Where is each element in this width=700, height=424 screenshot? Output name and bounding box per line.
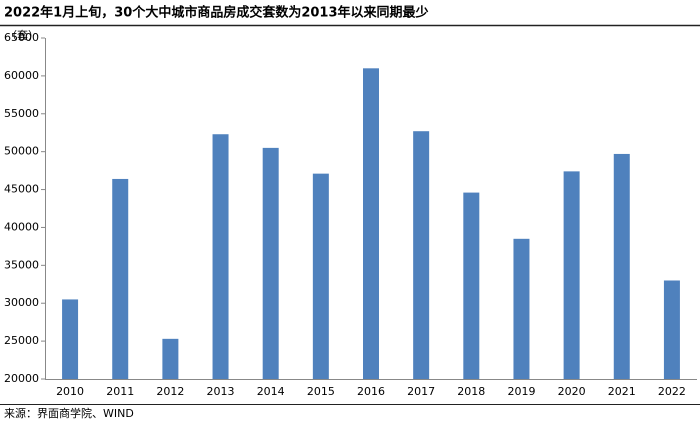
source-note: 来源：界面商学院、WIND [4,406,134,420]
x-tick-label: 2010 [56,385,84,398]
y-tick-label: 60000 [4,69,39,82]
x-tick-label: 2011 [106,385,134,398]
x-tick-label: 2012 [156,385,184,398]
x-tick-label: 2019 [507,385,535,398]
x-tick-label: 2015 [307,385,335,398]
y-tick-label: 30000 [4,296,39,309]
x-tick-label: 2022 [658,385,686,398]
x-tick-label: 2013 [207,385,235,398]
x-tick-label: 2014 [257,385,285,398]
bar [663,280,680,379]
bar [112,178,129,379]
y-tick-label: 45000 [4,183,39,196]
y-axis-unit: （套） [6,29,39,42]
bar [613,153,630,379]
bar [162,338,179,379]
y-tick-label: 55000 [4,107,39,120]
bar [413,131,430,379]
x-tick-label: 2018 [457,385,485,398]
bar [62,299,79,379]
chart-title: 2022年1月上旬，30个大中城市商品房成交套数为2013年以来同期最少 [4,5,429,21]
x-tick-label: 2020 [558,385,586,398]
x-tick-label: 2016 [357,385,385,398]
bar [513,238,530,379]
x-tick-label: 2021 [608,385,636,398]
x-tick-label: 2017 [407,385,435,398]
bar [262,147,279,379]
bar [212,134,229,379]
y-tick-label: 25000 [4,334,39,347]
y-tick-label: 50000 [4,145,39,158]
bar [563,171,580,379]
y-tick-label: 20000 [4,372,39,385]
bar [463,192,480,379]
bar [312,173,329,379]
bar [363,68,379,380]
y-tick-label: 65000 [4,31,39,44]
y-tick-label: 40000 [4,220,39,233]
y-tick-label: 35000 [4,258,39,271]
